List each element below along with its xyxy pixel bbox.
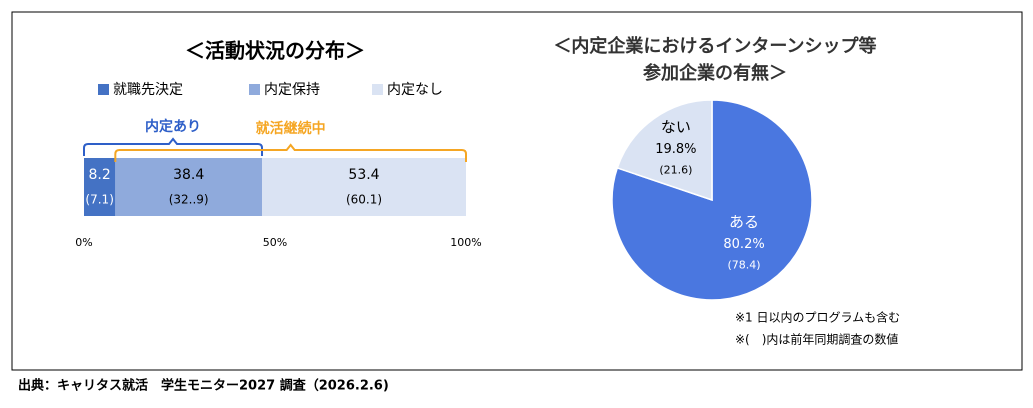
value-label: 53.4 (348, 167, 379, 183)
prior-label: (7.1) (85, 193, 113, 207)
value-label: 38.4 (173, 167, 204, 183)
slice-prior: (21.6) (659, 164, 692, 177)
frame (11, 11, 1023, 371)
legend-swatch (249, 84, 260, 95)
legend-swatch (372, 84, 383, 95)
slice-category: ある (729, 213, 759, 231)
bracket (114, 143, 467, 162)
x-tick-label: 50% (263, 236, 287, 249)
prior-label: (32..9) (169, 193, 209, 207)
pie-slice (616, 99, 713, 202)
slice-value: 19.8% (655, 142, 696, 157)
x-tick-label: 0% (75, 236, 92, 249)
bar-segment (115, 158, 263, 216)
bar-segment (84, 158, 116, 216)
annotation: 内定あり (145, 118, 201, 135)
legend-label: 就職先決定 (113, 82, 183, 98)
slice-category: ない (661, 118, 691, 136)
legend-label: 内定なし (387, 82, 443, 98)
bar-segment (262, 158, 466, 216)
value-label: 8.2 (89, 167, 111, 183)
slice-value: 80.2% (723, 237, 764, 252)
bracket (83, 137, 264, 156)
pie-title: ＜内定企業におけるインターンシップ等 (553, 35, 876, 57)
slice-prior: (78.4) (728, 259, 761, 272)
annotation: 就活継続中 (256, 120, 326, 137)
x-tick-label: 100% (450, 236, 481, 249)
legend-label: 内定保持 (264, 82, 320, 98)
bar-title: ＜活動状況の分布＞ (185, 39, 365, 63)
pie-title: 参加企業の有無＞ (643, 62, 787, 84)
source: 出典：キャリタス就活 学生モニター2027 調査（2026.2.6) (18, 378, 389, 394)
note: ※( )内は前年同期調査の数値 (735, 332, 898, 347)
note: ※1 日以内のプログラムも含む (735, 310, 900, 325)
prior-label: (60.1) (346, 193, 382, 207)
legend-swatch (98, 84, 109, 95)
